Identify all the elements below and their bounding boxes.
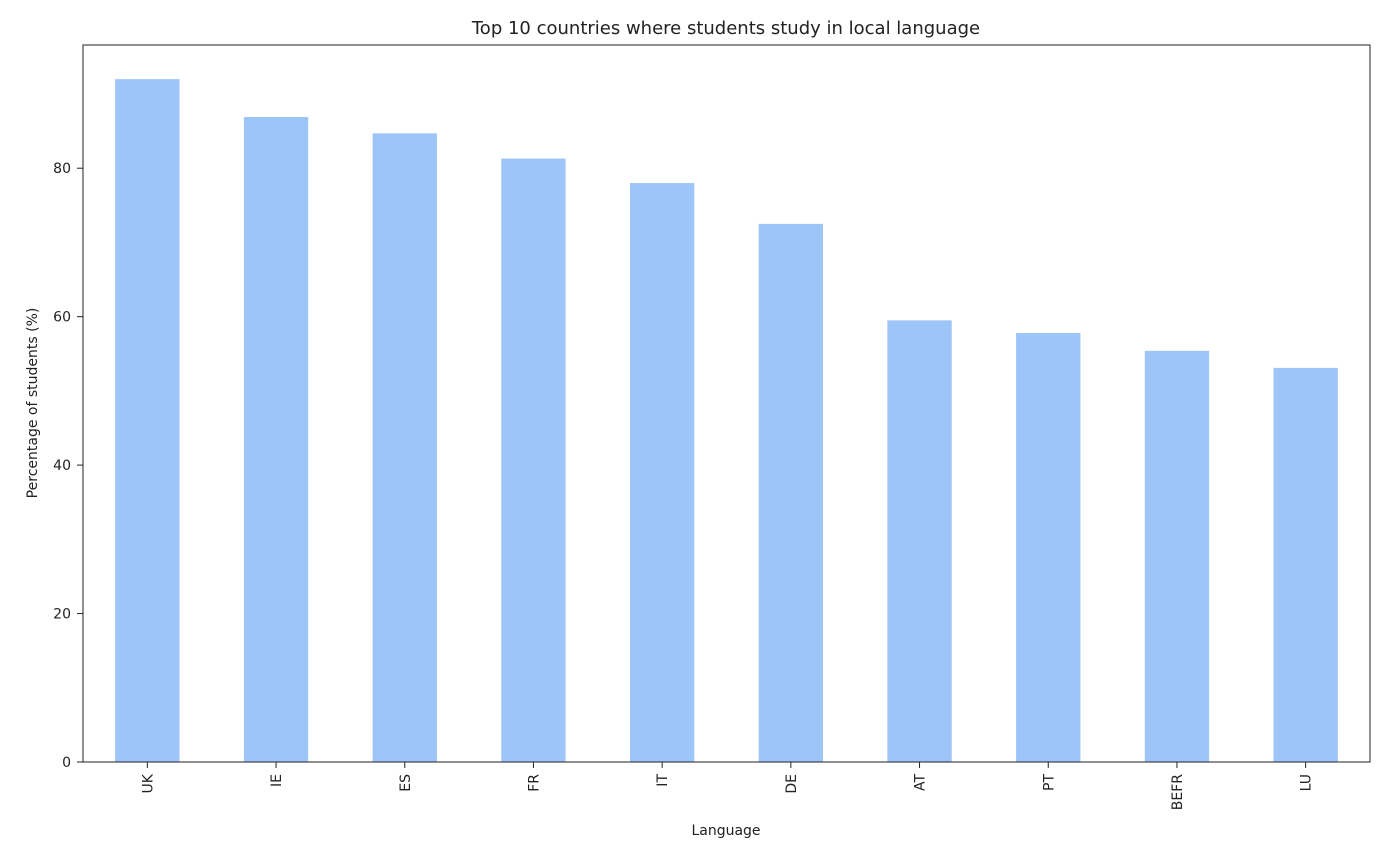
y-tick-label: 0 bbox=[62, 755, 71, 771]
x-tick-label: BEFR bbox=[1170, 774, 1186, 811]
bar bbox=[243, 116, 309, 763]
y-axis-label: Percentage of students (%) bbox=[25, 308, 41, 499]
y-tick-label: 80 bbox=[53, 161, 71, 177]
chart-title: Top 10 countries where students study in… bbox=[471, 18, 980, 39]
y-tick-label: 60 bbox=[53, 310, 71, 326]
y-tick-label: 40 bbox=[53, 458, 71, 474]
x-axis-label: Language bbox=[691, 823, 760, 839]
bar bbox=[758, 223, 824, 762]
x-tick-label: ES bbox=[398, 774, 414, 792]
bar bbox=[1144, 350, 1210, 762]
bar bbox=[115, 79, 180, 762]
bar bbox=[887, 320, 952, 762]
bar bbox=[372, 133, 437, 763]
x-tick-label: AT bbox=[913, 774, 929, 791]
x-tick-label: UK bbox=[140, 773, 156, 793]
x-tick-label: DE bbox=[784, 774, 800, 794]
bar bbox=[629, 183, 695, 762]
x-tick-label: IE bbox=[269, 774, 285, 787]
plot-frame bbox=[82, 44, 1371, 763]
x-tick-label: PT bbox=[1041, 774, 1057, 791]
bar bbox=[1016, 332, 1081, 762]
bar bbox=[1273, 367, 1338, 762]
y-tick-label: 20 bbox=[53, 607, 71, 623]
bar bbox=[501, 158, 566, 762]
x-tick-label: FR bbox=[526, 774, 542, 792]
x-tick-label: IT bbox=[655, 774, 671, 787]
x-tick-label: LU bbox=[1299, 774, 1315, 791]
